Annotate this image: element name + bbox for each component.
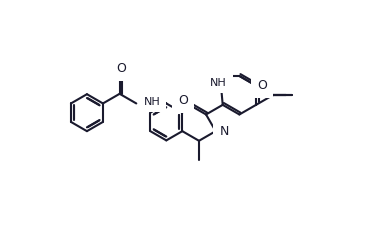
Text: N: N bbox=[220, 125, 229, 138]
Text: NH: NH bbox=[210, 78, 227, 88]
Text: O: O bbox=[116, 62, 126, 75]
Text: NH: NH bbox=[144, 97, 161, 107]
Text: O: O bbox=[257, 79, 267, 92]
Text: O: O bbox=[178, 94, 188, 107]
